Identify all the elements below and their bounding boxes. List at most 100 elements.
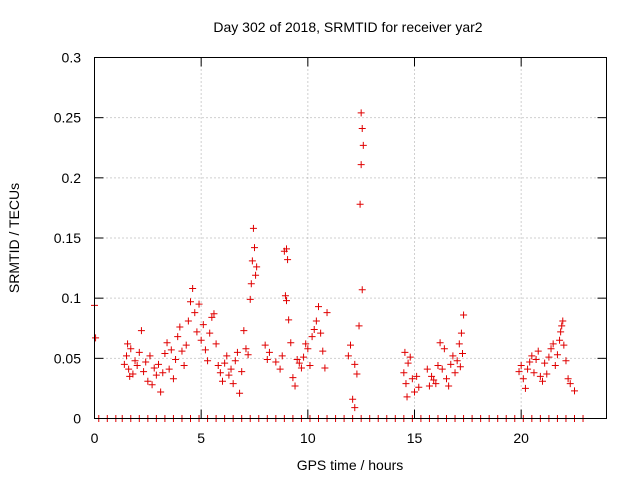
y-tick-label: 0.05	[54, 350, 81, 366]
data-point	[549, 340, 557, 348]
data-point	[238, 368, 246, 376]
data-point	[169, 375, 177, 383]
data-point	[219, 377, 226, 385]
data-point	[302, 340, 310, 348]
data-point	[351, 360, 359, 368]
data-point	[191, 309, 199, 317]
data-point	[167, 346, 175, 354]
axis-ticks	[94, 57, 607, 419]
data-point	[460, 311, 468, 319]
data-point	[400, 369, 408, 377]
data-point	[432, 380, 440, 388]
data-point	[415, 383, 423, 391]
data-point	[265, 348, 273, 356]
data-point	[140, 368, 148, 376]
y-tick-label: 0.25	[54, 110, 81, 126]
data-point	[142, 358, 150, 366]
data-point	[152, 371, 160, 379]
data-point	[402, 380, 410, 388]
data-point	[242, 345, 250, 353]
x-tick-label: 5	[197, 430, 205, 446]
data-point	[184, 317, 192, 325]
data-point	[571, 387, 578, 395]
data-point	[564, 375, 572, 383]
data-point	[240, 327, 248, 335]
data-point	[358, 124, 366, 132]
data-point	[133, 362, 141, 370]
data-point	[182, 341, 190, 349]
data-point	[216, 369, 224, 377]
data-point	[408, 375, 416, 383]
data-point	[278, 352, 286, 360]
data-point	[180, 362, 188, 370]
y-tick-label: 0.15	[54, 230, 81, 246]
data-point	[246, 295, 254, 303]
data-point	[521, 384, 529, 392]
data-point	[312, 317, 320, 325]
data-point	[557, 328, 565, 336]
data-point	[436, 339, 444, 347]
data-point	[317, 329, 325, 337]
data-point	[356, 200, 364, 208]
data-point	[519, 375, 527, 383]
data-point	[430, 376, 438, 384]
data-point	[404, 359, 412, 367]
data-point	[155, 360, 162, 368]
data-point	[187, 298, 194, 306]
data-point	[214, 362, 222, 370]
data-point	[210, 310, 218, 318]
data-point	[447, 360, 455, 368]
data-point	[560, 341, 568, 349]
data-point	[406, 353, 414, 361]
data-point	[125, 365, 133, 373]
data-point	[456, 363, 464, 371]
data-point	[434, 362, 442, 370]
data-point	[553, 351, 561, 359]
data-point	[308, 333, 316, 341]
data-point	[534, 347, 542, 355]
data-point	[453, 357, 461, 365]
data-point	[411, 388, 418, 396]
data-point	[455, 340, 463, 348]
data-point	[547, 345, 555, 353]
data-point	[201, 346, 209, 354]
data-point	[135, 348, 143, 356]
data-point	[536, 372, 544, 380]
data-point	[249, 224, 257, 232]
data-point	[120, 360, 128, 368]
data-point	[425, 382, 433, 390]
data-point	[445, 382, 453, 390]
x-axis-label: GPS time / hours	[297, 457, 404, 473]
data-point	[225, 371, 233, 379]
y-tick-label: 0.3	[62, 50, 82, 66]
data-point	[284, 256, 292, 264]
data-point	[227, 365, 235, 373]
data-point	[163, 339, 171, 347]
data-point	[223, 352, 231, 360]
data-point	[263, 356, 271, 364]
grid-lines	[94, 57, 607, 419]
data-points	[91, 109, 587, 422]
data-point	[566, 380, 574, 388]
data-point	[289, 374, 297, 382]
y-tick-label: 0.1	[62, 290, 82, 306]
data-point	[146, 352, 154, 360]
data-point	[150, 364, 158, 372]
data-point	[193, 328, 201, 336]
data-point	[123, 352, 130, 360]
data-point	[281, 292, 289, 300]
data-point	[231, 357, 239, 365]
data-point	[526, 358, 534, 366]
data-point	[126, 372, 134, 380]
data-point	[515, 368, 523, 376]
data-point	[319, 347, 327, 355]
x-tick-label: 10	[300, 430, 316, 446]
data-point	[244, 351, 252, 359]
chart-title: Day 302 of 2018, SRMTID for receiver yar…	[213, 19, 482, 35]
data-point	[131, 357, 139, 365]
data-point	[287, 339, 295, 347]
data-point	[556, 336, 564, 344]
data-point	[551, 362, 559, 370]
data-point	[291, 382, 299, 390]
